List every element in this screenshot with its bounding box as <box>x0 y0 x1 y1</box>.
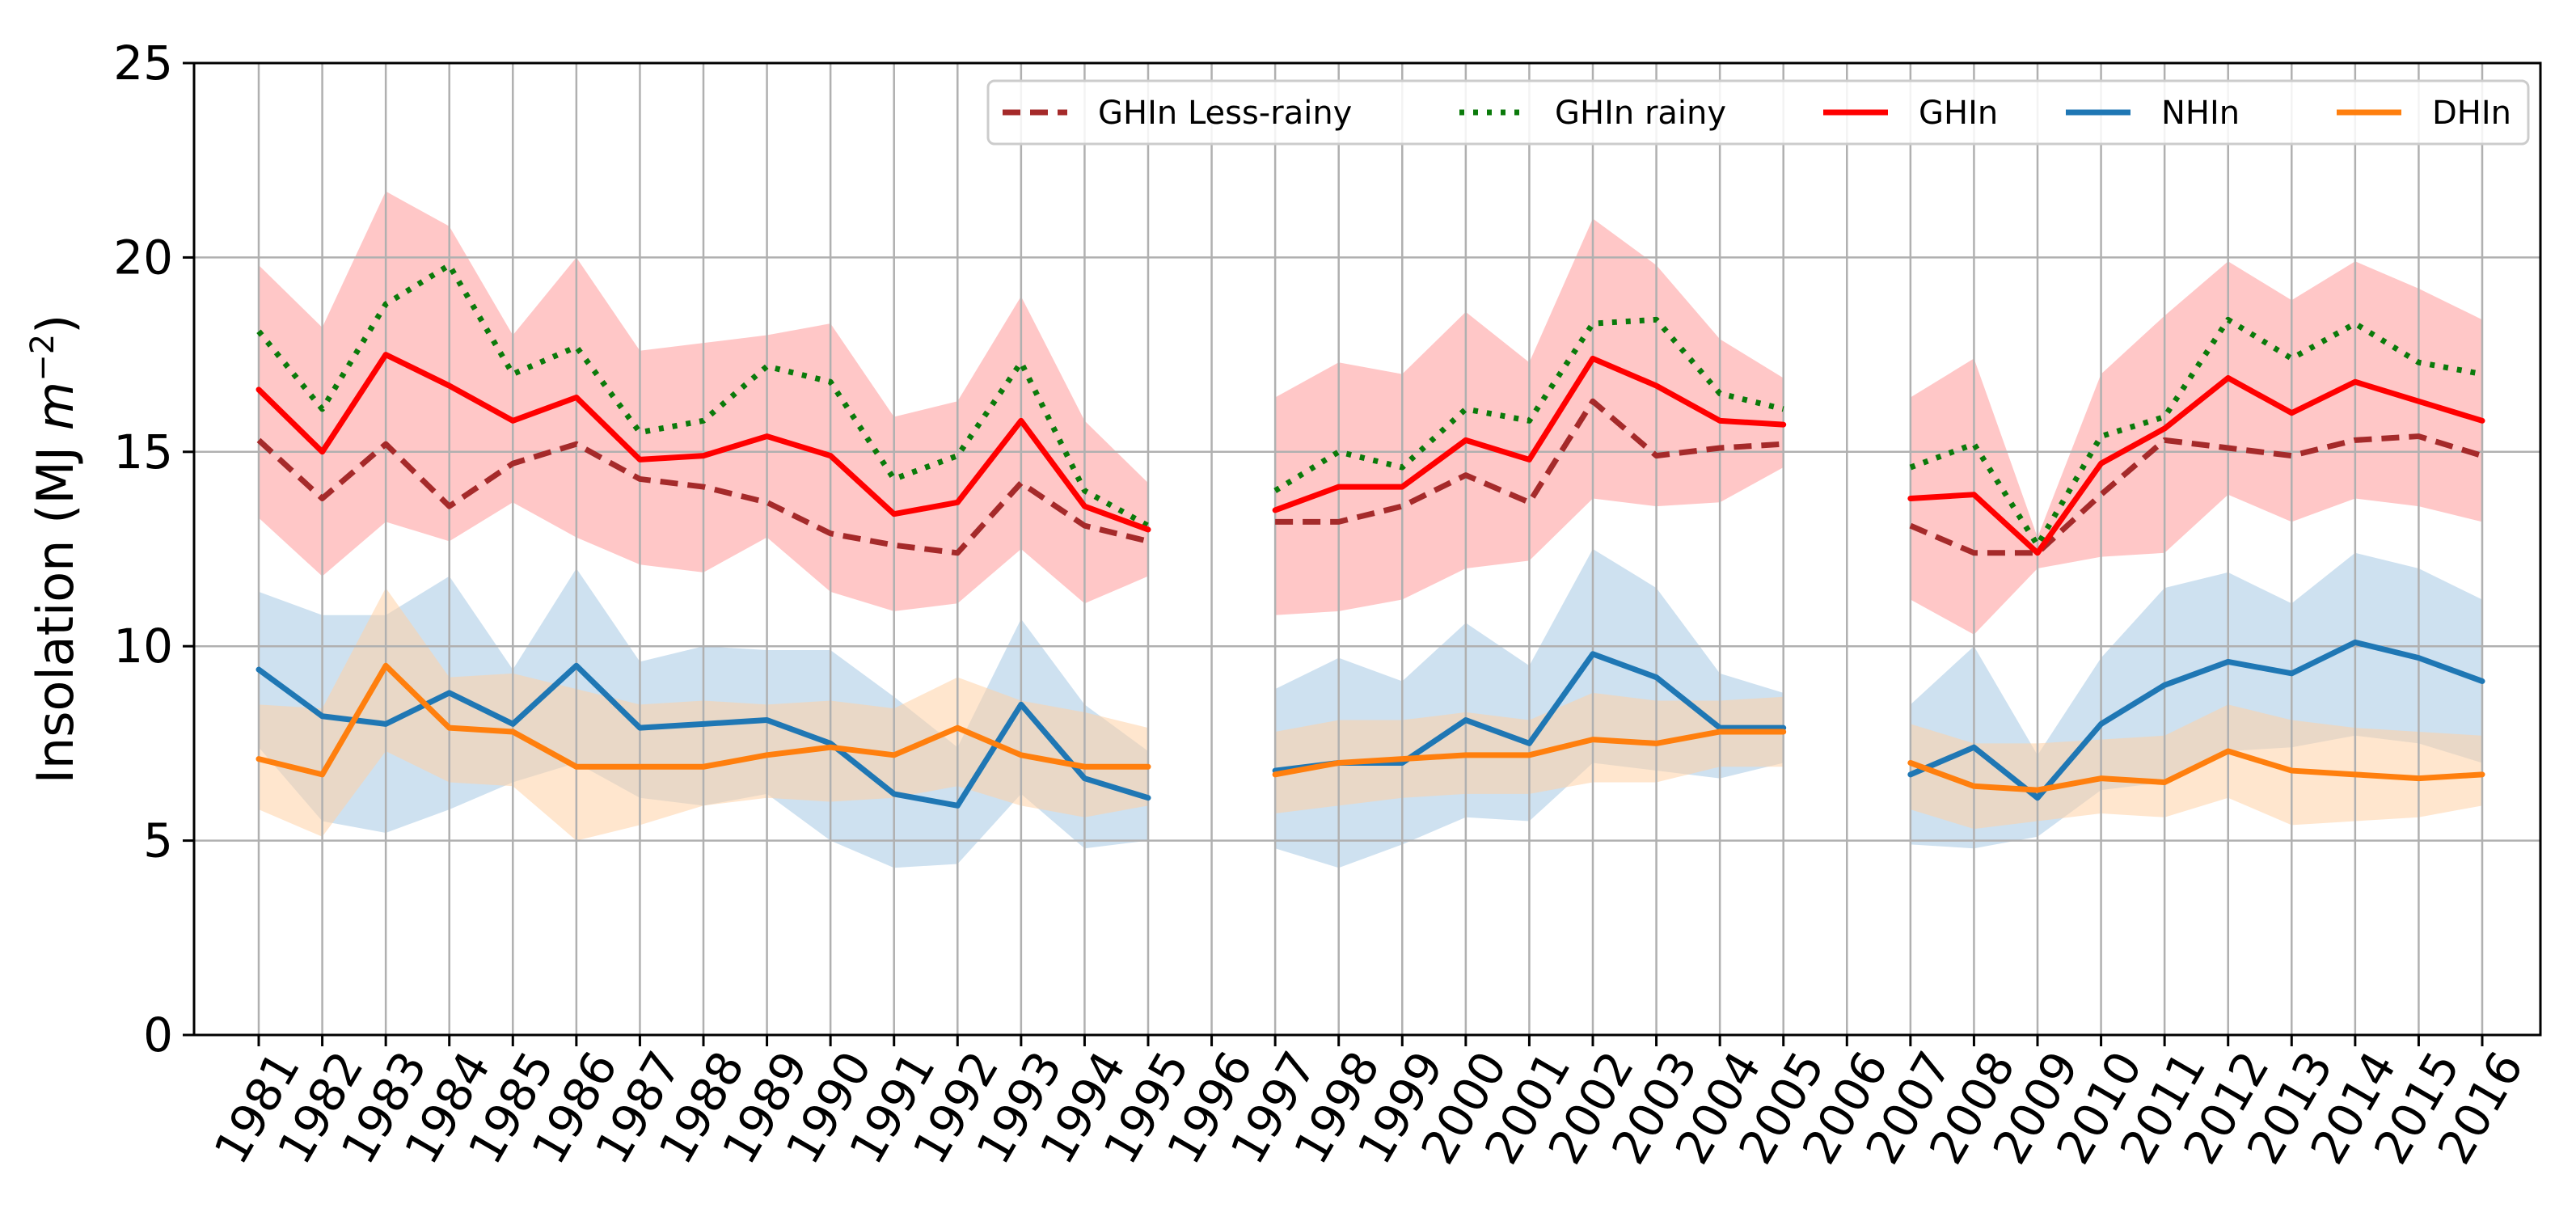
legend: GHIn Less-rainy GHIn rainy GHIn NHIn DHIn <box>986 79 2530 146</box>
y-tick-label-5: 5 <box>143 813 173 868</box>
series-line-ghin-rainy-1 <box>256 262 1150 529</box>
series-line-dhin-3 <box>1907 748 2485 793</box>
grid-lines <box>194 63 2540 1035</box>
series-line-dhin-2 <box>1272 729 1787 778</box>
series-line-ghin-3 <box>1907 374 2485 556</box>
y-tick-label-15: 15 <box>113 425 173 479</box>
series-line-ghin-less-rainy-2 <box>1275 398 1784 525</box>
legend-label-nhin: NHIn <box>2161 95 2240 132</box>
series-line-nhin-1 <box>255 662 1151 809</box>
legend-label-ghin-less-rainy: GHIn Less-rainy <box>1098 95 1352 132</box>
y-tick-label-0: 0 <box>143 1007 173 1062</box>
series-line-ghin-less-rainy-3 <box>1909 433 2484 556</box>
series-line-ghin-rainy-2 <box>1273 316 1784 493</box>
y-tick-label-10: 10 <box>113 619 173 674</box>
series-line-ghin-2 <box>1272 355 1787 513</box>
y-tick-label-25: 25 <box>113 36 173 91</box>
y-tick-label-20: 20 <box>113 230 173 285</box>
legend-label-ghin: GHIn <box>1919 95 1998 132</box>
plot-frame <box>192 61 2542 1037</box>
series-line-ghin-1 <box>255 352 1151 533</box>
legend-label-ghin-rainy: GHIn rainy <box>1555 95 1726 132</box>
axes: 0510152025198119821983198419851986198719… <box>113 36 2534 1173</box>
legend-label-dhin: DHIn <box>2432 95 2511 132</box>
series-line-ghin-less-rainy-1 <box>256 437 1149 556</box>
y-axis-label: Insolation (MJ m−2) <box>24 315 85 784</box>
series-lines <box>255 262 2485 809</box>
series-line-dhin-1 <box>255 662 1151 778</box>
series-line-ghin-rainy-3 <box>1909 316 2483 548</box>
legend-box <box>986 79 2530 146</box>
series-line-nhin-3 <box>1907 639 2485 801</box>
